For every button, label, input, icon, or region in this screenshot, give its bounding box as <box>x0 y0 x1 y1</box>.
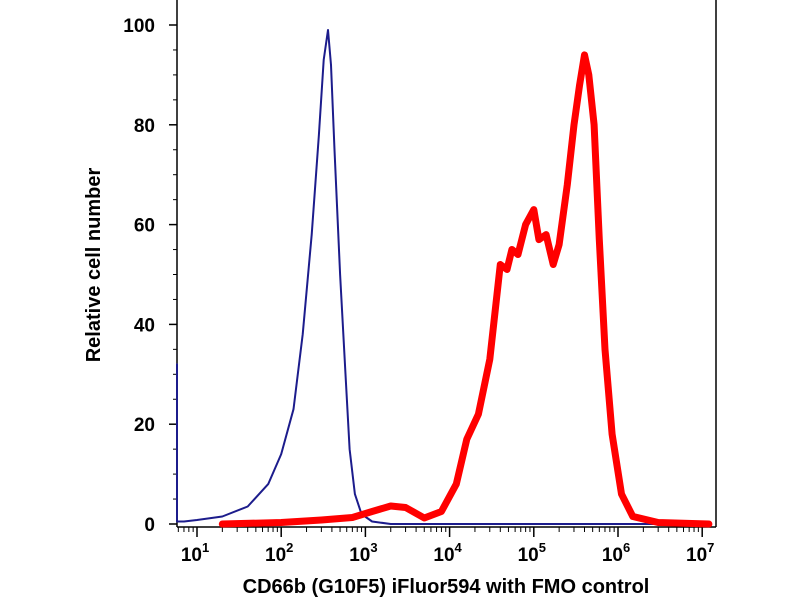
x-tick-exponent: 3 <box>370 540 377 555</box>
y-tick-label: 100 <box>123 16 155 37</box>
x-tick-exponent: 5 <box>539 540 546 555</box>
x-tick-exponent: 6 <box>623 540 630 555</box>
x-tick-label: 103 <box>349 540 377 566</box>
x-axis-title: CD66b (G10F5) iFluor594 with FMO control <box>243 576 650 598</box>
x-tick-label: 107 <box>686 540 714 566</box>
y-tick-label: 20 <box>134 415 155 436</box>
x-tick-label: 104 <box>433 540 462 566</box>
fmo-control-histogram-line <box>176 29 710 525</box>
sample-histogram-line <box>218 51 713 528</box>
x-tick-label: 106 <box>602 540 630 566</box>
x-tick-label: 101 <box>181 540 209 566</box>
y-tick-label: 40 <box>134 315 155 336</box>
x-tick-exponent: 4 <box>455 540 463 555</box>
x-tick-label: 102 <box>265 540 293 566</box>
y-tick-label: 60 <box>134 216 155 237</box>
x-tick-base: 10 <box>349 545 370 566</box>
x-tick-label: 105 <box>518 540 546 566</box>
series-layer <box>176 29 713 528</box>
x-tick-exponent: 7 <box>707 540 714 555</box>
x-tick-base: 10 <box>181 545 202 566</box>
x-tick-base: 10 <box>518 545 539 566</box>
x-tick-exponent: 1 <box>202 540 209 555</box>
x-tick-base: 10 <box>686 545 707 566</box>
plot-frame <box>176 0 717 528</box>
y-axis-title: Relative cell number <box>83 168 105 363</box>
y-ticks: 0 20 40 60 80 100 <box>123 16 177 536</box>
x-tick-base: 10 <box>433 545 454 566</box>
y-tick-label: 80 <box>134 116 155 137</box>
x-tick-base: 10 <box>602 545 623 566</box>
x-tick-exponent: 2 <box>286 540 293 555</box>
y-tick-label: 0 <box>144 515 155 536</box>
x-ticks: 101 102 103 104 105 106 107 <box>177 527 714 566</box>
x-tick-base: 10 <box>265 545 286 566</box>
